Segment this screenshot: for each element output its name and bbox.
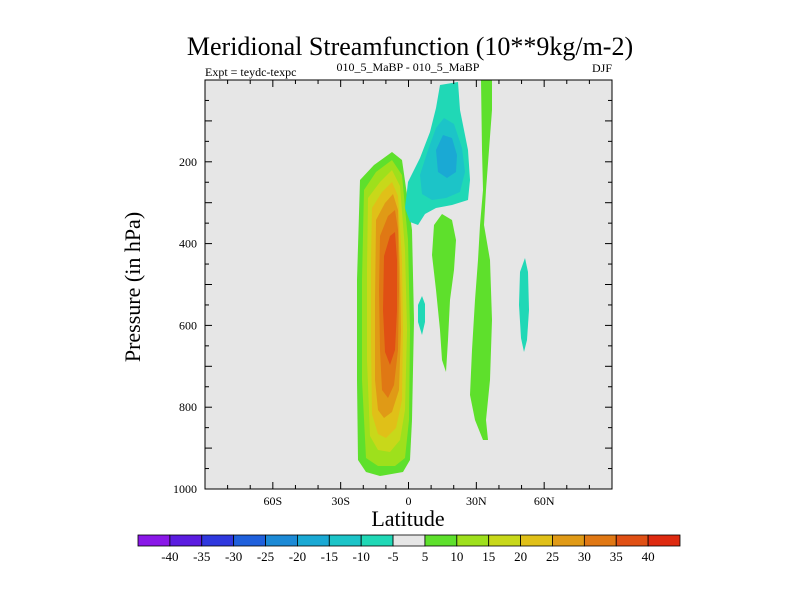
contour-level-neg15 [436, 135, 457, 178]
colorbar-swatch [265, 534, 298, 547]
contour-patch-13n [432, 214, 456, 372]
colorbar-label: -35 [193, 549, 210, 564]
colorbar-swatch [456, 534, 490, 547]
colorbar-label: 20 [514, 549, 527, 564]
colorbar-label: 25 [546, 549, 559, 564]
colorbar-label: -20 [289, 549, 306, 564]
chart-title: Meridional Streamfunction (10**9kg/m-2) [187, 32, 633, 61]
colorbar-label: 15 [482, 549, 495, 564]
colorbar-swatch [488, 534, 521, 547]
colorbar-swatch [360, 534, 394, 547]
x-tick-label: 30S [331, 494, 350, 508]
chart-subtitle-center: 010_5_MaBP - 010_5_MaBP [337, 60, 480, 74]
colorbar-label: 35 [610, 549, 623, 564]
colorbar-label: 30 [578, 549, 591, 564]
colorbar-label: -25 [257, 549, 274, 564]
colorbar-swatch [424, 534, 458, 547]
x-tick-label: 60N [534, 494, 555, 508]
colorbar-label: 10 [450, 549, 463, 564]
colorbar-label: -5 [388, 549, 399, 564]
colorbar-label: -30 [225, 549, 242, 564]
colorbar-swatch [392, 534, 426, 547]
contour-fills [357, 80, 529, 476]
colorbar-swatch [647, 534, 681, 547]
colorbar-swatch [520, 534, 553, 547]
x-axis-label: Latitude [371, 506, 444, 531]
colorbar-swatch [583, 534, 617, 547]
contour-patch-52n [519, 258, 529, 352]
y-axis-label: Pressure (in hPa) [120, 212, 145, 362]
colorbar-swatch [201, 534, 235, 547]
colorbar-swatch [169, 534, 203, 547]
contour-level-35 [383, 232, 397, 365]
x-axis-ticks: 60S 30S 0 30N 60N [227, 80, 590, 508]
colorbar-label: -40 [161, 549, 178, 564]
chart-subtitle-left: Expt = teydc-texpc [205, 65, 296, 79]
y-axis-ticks: 200 400 600 800 1000 [173, 99, 612, 496]
colorbar-swatch [233, 534, 266, 547]
colorbar-swatch [552, 534, 585, 547]
colorbar-label: -15 [321, 549, 338, 564]
colorbar-label: 5 [422, 549, 429, 564]
colorbar-swatch [615, 534, 649, 547]
colorbar-swatch [137, 534, 171, 547]
y-tick-label: 800 [179, 400, 197, 414]
y-tick-label: 200 [179, 155, 197, 169]
x-tick-label: 30N [466, 494, 487, 508]
colorbar-label: 40 [642, 549, 655, 564]
x-tick-label: 0 [406, 494, 412, 508]
x-tick-label: 60S [263, 494, 282, 508]
colorbar-swatch [297, 534, 330, 547]
chart-subtitle-right: DJF [592, 61, 612, 75]
colorbar-label: -10 [353, 549, 370, 564]
y-tick-label: 600 [179, 318, 197, 332]
colorbar: -40 -35 -30 -25 -20 -15 -10 -5 5 10 15 20 25 30 35 40 [137, 534, 681, 564]
contour-band-33n [470, 80, 492, 440]
y-tick-label: 400 [179, 237, 197, 251]
y-tick-label: 1000 [173, 482, 197, 496]
colorbar-swatch [328, 534, 362, 547]
contour-patch-5n [418, 296, 425, 335]
